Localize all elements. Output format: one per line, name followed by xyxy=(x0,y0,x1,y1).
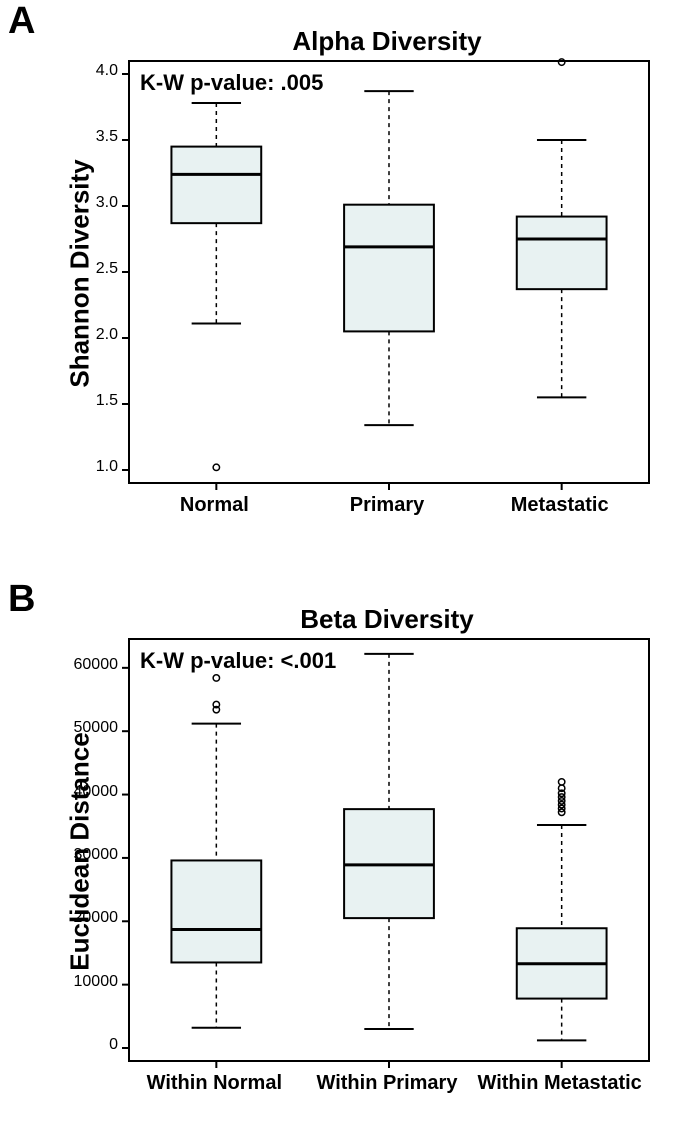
panel-b-boxplot xyxy=(130,640,648,1060)
panel-b-frame: K-W p-value: <.001 xyxy=(128,638,650,1062)
ytick-label: 3.0 xyxy=(70,194,118,212)
x-category-label: Within Normal xyxy=(128,1072,301,1095)
ytick-label: 30000 xyxy=(70,846,118,864)
ytick-label: 2.0 xyxy=(70,326,118,344)
ytick-label: 40000 xyxy=(70,783,118,801)
x-category-label: Metastatic xyxy=(473,494,646,517)
ytick-label: 10000 xyxy=(70,973,118,991)
x-category-label: Primary xyxy=(301,494,474,517)
panel-a-label: A xyxy=(8,0,35,43)
ytick-label: 50000 xyxy=(70,719,118,737)
ytick-label: 0 xyxy=(70,1036,118,1054)
x-category-label: Normal xyxy=(128,494,301,517)
panel-a-annotation: K-W p-value: .005 xyxy=(140,70,323,96)
ytick-label: 1.0 xyxy=(70,458,118,476)
panel-b-label: B xyxy=(8,578,35,621)
ytick-label: 2.5 xyxy=(70,260,118,278)
panel-a: A Alpha Diversity Shannon Diversity K-W … xyxy=(0,0,675,560)
ytick-label: 4.0 xyxy=(70,62,118,80)
page: A Alpha Diversity Shannon Diversity K-W … xyxy=(0,0,675,1148)
ytick-label: 3.5 xyxy=(70,128,118,146)
ytick-label: 1.5 xyxy=(70,392,118,410)
panel-a-title: Alpha Diversity xyxy=(128,26,646,57)
ytick-label: 60000 xyxy=(70,656,118,674)
panel-a-frame: K-W p-value: .005 xyxy=(128,60,650,484)
panel-b: B Beta Diversity Euclidean Distance K-W … xyxy=(0,578,675,1138)
panel-a-boxplot xyxy=(130,62,648,482)
panel-b-annotation: K-W p-value: <.001 xyxy=(140,648,336,674)
x-category-label: Within Primary xyxy=(301,1072,474,1095)
ytick-label: 20000 xyxy=(70,909,118,927)
x-category-label: Within Metastatic xyxy=(473,1072,646,1095)
panel-b-title: Beta Diversity xyxy=(128,604,646,635)
